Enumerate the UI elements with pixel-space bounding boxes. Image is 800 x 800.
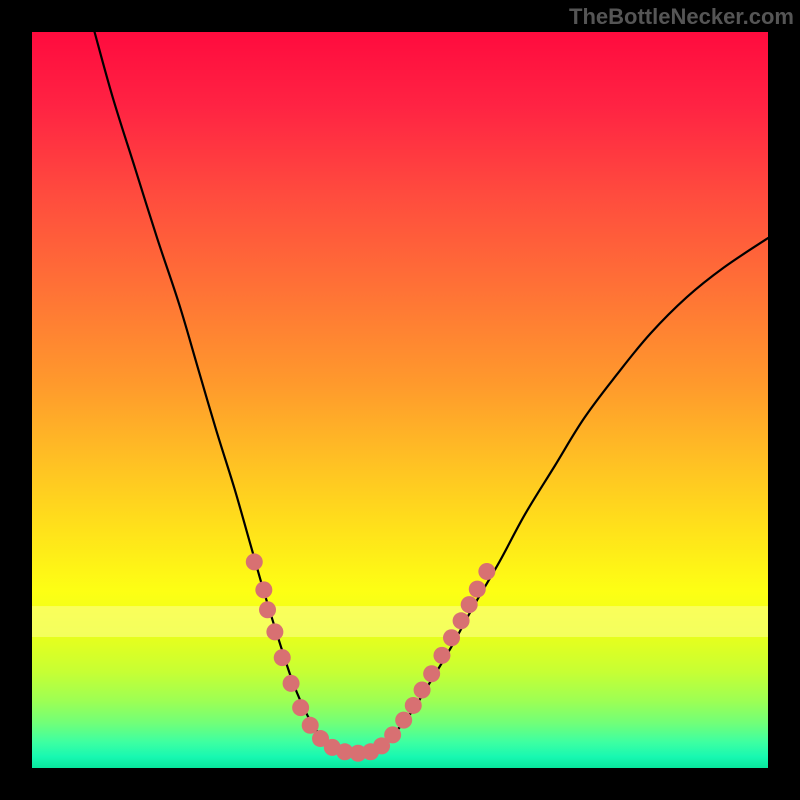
right-dot-dot bbox=[395, 712, 412, 729]
left-dot-dot bbox=[246, 553, 263, 570]
right-dot-dot bbox=[384, 726, 401, 743]
left-dot-dot bbox=[255, 581, 272, 598]
right-dot-dot bbox=[469, 581, 486, 598]
right-dot-dot bbox=[453, 612, 470, 629]
dot-cluster-group bbox=[246, 553, 496, 761]
v-curve-line bbox=[95, 32, 768, 753]
v-curve-chart bbox=[32, 32, 768, 768]
right-dot-dot bbox=[443, 629, 460, 646]
left-dot-dot bbox=[266, 623, 283, 640]
left-dot-dot bbox=[274, 649, 291, 666]
right-dot-dot bbox=[461, 596, 478, 613]
right-dot-dot bbox=[478, 563, 495, 580]
right-dot-dot bbox=[423, 665, 440, 682]
left-dot-dot bbox=[292, 699, 309, 716]
plot-area bbox=[32, 32, 768, 768]
left-dot-dot bbox=[259, 601, 276, 618]
right-dot-dot bbox=[433, 647, 450, 664]
right-dot-dot bbox=[405, 697, 422, 714]
left-dot-dot bbox=[283, 675, 300, 692]
chart-frame: TheBottleNecker.com bbox=[0, 0, 800, 800]
right-dot-dot bbox=[414, 681, 431, 698]
watermark-text: TheBottleNecker.com bbox=[569, 4, 794, 30]
